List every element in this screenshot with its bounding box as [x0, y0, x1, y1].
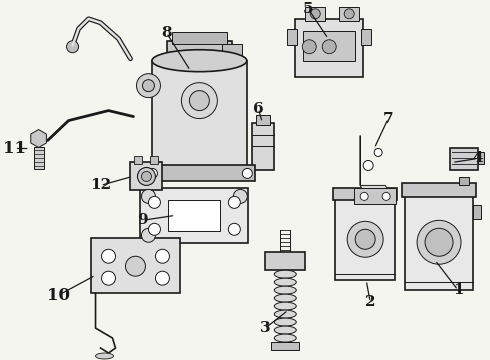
Circle shape — [155, 271, 170, 285]
Bar — [169, 201, 220, 231]
Text: 3: 3 — [260, 321, 270, 335]
Bar — [295, 19, 363, 77]
Circle shape — [148, 223, 160, 235]
Circle shape — [190, 91, 209, 111]
Circle shape — [101, 249, 116, 263]
Bar — [450, 148, 478, 170]
Text: 5: 5 — [303, 2, 314, 16]
Bar — [361, 29, 371, 45]
Bar — [271, 342, 299, 350]
Text: 8: 8 — [161, 26, 172, 40]
Bar — [354, 188, 396, 204]
Circle shape — [425, 228, 453, 256]
Circle shape — [374, 148, 382, 157]
Text: 7: 7 — [383, 112, 393, 126]
Bar — [252, 122, 274, 170]
Polygon shape — [360, 135, 390, 201]
Circle shape — [142, 228, 155, 242]
Circle shape — [155, 249, 170, 263]
Circle shape — [101, 271, 116, 285]
Bar — [91, 238, 180, 293]
Bar — [130, 162, 163, 190]
Circle shape — [143, 80, 154, 92]
Text: 12: 12 — [90, 179, 111, 192]
Circle shape — [360, 192, 368, 201]
Circle shape — [347, 221, 383, 257]
Text: 4: 4 — [473, 152, 483, 166]
Bar — [256, 114, 270, 125]
Circle shape — [142, 171, 151, 181]
Ellipse shape — [96, 353, 114, 359]
Ellipse shape — [274, 270, 296, 278]
Ellipse shape — [274, 286, 296, 294]
Bar — [134, 157, 143, 165]
Bar — [287, 29, 297, 45]
Bar — [34, 148, 44, 170]
Circle shape — [125, 256, 146, 276]
Bar — [168, 41, 232, 63]
Bar — [459, 177, 469, 185]
Bar — [405, 195, 473, 290]
Text: 2: 2 — [365, 295, 375, 309]
Text: 11: 11 — [3, 140, 26, 157]
Circle shape — [137, 74, 160, 98]
Bar — [150, 157, 158, 165]
Bar — [335, 198, 395, 280]
Ellipse shape — [274, 310, 296, 318]
Ellipse shape — [274, 294, 296, 302]
Text: 10: 10 — [47, 287, 70, 303]
Bar — [339, 7, 359, 21]
Bar — [141, 188, 248, 243]
Bar — [303, 31, 355, 61]
Circle shape — [148, 197, 160, 208]
Circle shape — [363, 161, 373, 170]
Circle shape — [233, 189, 247, 203]
Circle shape — [382, 192, 390, 201]
Bar — [402, 183, 476, 197]
Ellipse shape — [274, 302, 296, 310]
Ellipse shape — [274, 326, 296, 334]
Bar — [473, 205, 481, 219]
Bar — [305, 7, 325, 21]
Text: 1: 1 — [453, 283, 464, 297]
Text: 9: 9 — [137, 213, 148, 227]
Ellipse shape — [274, 278, 296, 286]
Circle shape — [355, 229, 375, 249]
Circle shape — [344, 9, 354, 19]
Ellipse shape — [152, 50, 247, 72]
Ellipse shape — [274, 318, 296, 326]
Bar — [222, 44, 243, 58]
Ellipse shape — [274, 334, 296, 342]
Bar — [265, 252, 305, 270]
Bar — [152, 61, 247, 170]
Polygon shape — [31, 130, 47, 148]
Circle shape — [417, 220, 461, 264]
Circle shape — [243, 168, 252, 179]
Circle shape — [322, 40, 336, 54]
Circle shape — [228, 223, 240, 235]
Circle shape — [138, 167, 155, 185]
Circle shape — [147, 168, 157, 179]
Circle shape — [181, 83, 218, 118]
Bar — [145, 166, 255, 181]
Circle shape — [67, 41, 78, 53]
Bar — [478, 153, 484, 165]
Circle shape — [302, 40, 316, 54]
Circle shape — [228, 197, 240, 208]
Circle shape — [142, 189, 155, 203]
Circle shape — [310, 9, 320, 19]
Text: 6: 6 — [253, 102, 264, 116]
Bar — [333, 188, 397, 201]
Bar — [172, 32, 227, 44]
